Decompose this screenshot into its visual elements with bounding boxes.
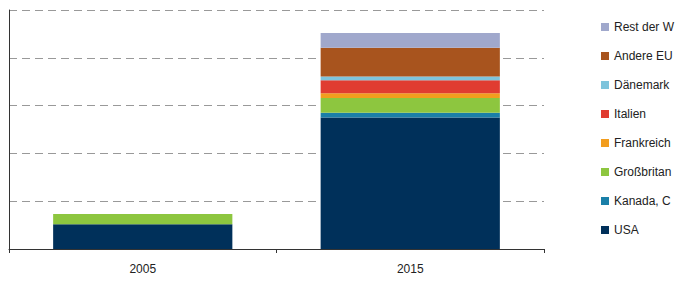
svg-text:Italien: Italien [614, 107, 646, 121]
svg-text:Großbritan: Großbritan [614, 165, 671, 179]
svg-text:2005: 2005 [129, 262, 156, 276]
svg-text:Rest der W: Rest der W [614, 20, 675, 34]
svg-text:Dänemark: Dänemark [614, 78, 670, 92]
svg-text:Andere EU: Andere EU [614, 49, 673, 63]
svg-text:USA: USA [614, 223, 639, 237]
svg-text:Kanada, C: Kanada, C [614, 194, 671, 208]
svg-text:Frankreich: Frankreich [614, 136, 671, 150]
svg-text:2015: 2015 [397, 262, 424, 276]
